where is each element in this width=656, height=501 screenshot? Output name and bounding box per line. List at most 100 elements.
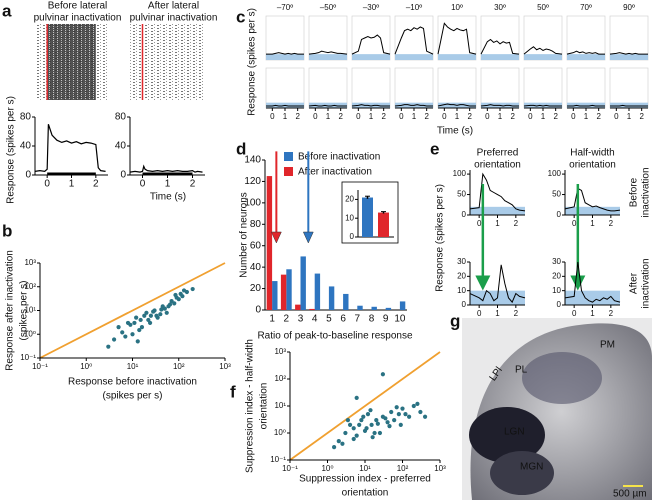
x-tick-label: 8 — [369, 314, 375, 325]
point — [178, 291, 183, 296]
unity-line — [39, 262, 226, 359]
x-tick-label: 0 — [270, 112, 275, 121]
y-tick-label: 50 — [457, 190, 466, 199]
point — [147, 320, 153, 326]
point — [154, 313, 159, 318]
y-tick-label: 10⁻¹ — [20, 353, 36, 362]
x-tick-label: 7 — [355, 314, 361, 325]
x-tick-label: 2 — [510, 112, 515, 121]
x-tick-label: 1 — [627, 112, 632, 121]
x-tick-label: 0 — [399, 112, 404, 121]
point — [134, 315, 139, 320]
x-tick-label: 0 — [572, 309, 577, 318]
response-line — [394, 104, 433, 107]
x-tick-label: 1 — [412, 112, 417, 121]
plot-frame — [351, 67, 391, 109]
mgn — [490, 451, 554, 495]
baseline-band — [524, 102, 562, 108]
x-tick-label: 10⁰ — [321, 464, 333, 473]
bar — [272, 281, 278, 310]
point — [142, 313, 147, 318]
column-title: –30º — [363, 3, 379, 12]
baseline-band — [395, 54, 433, 60]
y-tick-label: 0 — [557, 210, 562, 219]
point — [422, 414, 428, 419]
raster-response — [47, 24, 96, 100]
baseline-band — [481, 54, 519, 60]
response-line — [609, 52, 648, 55]
y-tick-label: 10¹ — [274, 401, 286, 410]
point — [415, 401, 420, 406]
y-tick-label: 0 — [462, 210, 467, 219]
point — [159, 307, 164, 312]
plot-title: Before lateral — [48, 1, 107, 12]
x-tick-label: 4 — [312, 314, 318, 325]
plot-frame — [437, 67, 477, 109]
baseline-band — [565, 290, 620, 305]
point — [377, 430, 383, 436]
x-tick-label: 2 — [609, 219, 614, 228]
y-tick-label: 120 — [244, 176, 261, 187]
y-tick-label: 20 — [250, 283, 262, 294]
x-tick-label: 10³ — [434, 464, 446, 473]
y-axis-label: (spikes per s) — [19, 280, 30, 340]
point — [411, 403, 416, 409]
x-tick-label: 0 — [485, 112, 490, 121]
plot-frame — [394, 67, 434, 109]
x-tick-label: 5 — [326, 314, 332, 325]
plot-frame — [566, 67, 606, 109]
y-tick-label: 0 — [462, 300, 467, 309]
column-title: –50º — [320, 3, 336, 12]
point — [407, 414, 412, 419]
x-tick-label: 0 — [313, 112, 318, 121]
response-line — [566, 50, 605, 55]
point — [190, 286, 195, 292]
point — [345, 418, 351, 423]
bar — [309, 308, 315, 310]
point — [336, 439, 341, 444]
point — [169, 298, 174, 304]
point — [394, 405, 399, 410]
bar — [300, 256, 306, 310]
row-label: inactivation — [641, 258, 652, 308]
x-tick-label: 1 — [326, 112, 331, 121]
y-axis-label: Response (spikes per s) — [6, 96, 17, 204]
x-tick-label: 2 — [93, 179, 99, 190]
response-line — [437, 22, 477, 55]
response-line — [437, 103, 476, 107]
x-tick-label: 2 — [424, 112, 429, 121]
x-tick-label: 2 — [381, 112, 386, 121]
x-axis-label: orientation — [342, 488, 389, 499]
x-tick-label: 10² — [397, 464, 409, 473]
y-tick-label: 50 — [552, 190, 561, 199]
legend-swatch — [284, 152, 293, 161]
baseline-band — [567, 102, 605, 108]
x-tick-label: 10⁻¹ — [282, 464, 298, 473]
bar — [357, 305, 363, 310]
x-tick-label: 1 — [495, 219, 500, 228]
bar — [343, 293, 349, 310]
x-tick-label: 2 — [467, 112, 472, 121]
y-tick-label: 10⁻¹ — [270, 455, 286, 464]
arrow-head — [270, 231, 282, 244]
y-tick-label: 140 — [244, 155, 261, 166]
y-tick-label: 10³ — [274, 347, 286, 356]
row-label: inactivation — [641, 167, 652, 217]
x-tick-label: 0 — [44, 179, 50, 190]
legend-label: Before inactivation — [298, 152, 380, 163]
x-tick-label: 1 — [541, 112, 546, 121]
point — [374, 418, 379, 423]
column-title: orientation — [569, 160, 616, 171]
x-tick-label: 1 — [269, 314, 275, 325]
x-tick-label: 0 — [356, 112, 361, 121]
point — [144, 310, 149, 315]
legend-label: After inactivation — [298, 167, 372, 178]
point — [130, 332, 135, 337]
plot-frame — [609, 67, 649, 109]
response-line — [480, 38, 520, 55]
panel-letter: d — [236, 139, 246, 158]
row-label: After — [629, 272, 640, 294]
y-axis-label: Suppression index - half-width — [245, 339, 256, 473]
point — [181, 288, 187, 293]
point — [361, 414, 366, 419]
